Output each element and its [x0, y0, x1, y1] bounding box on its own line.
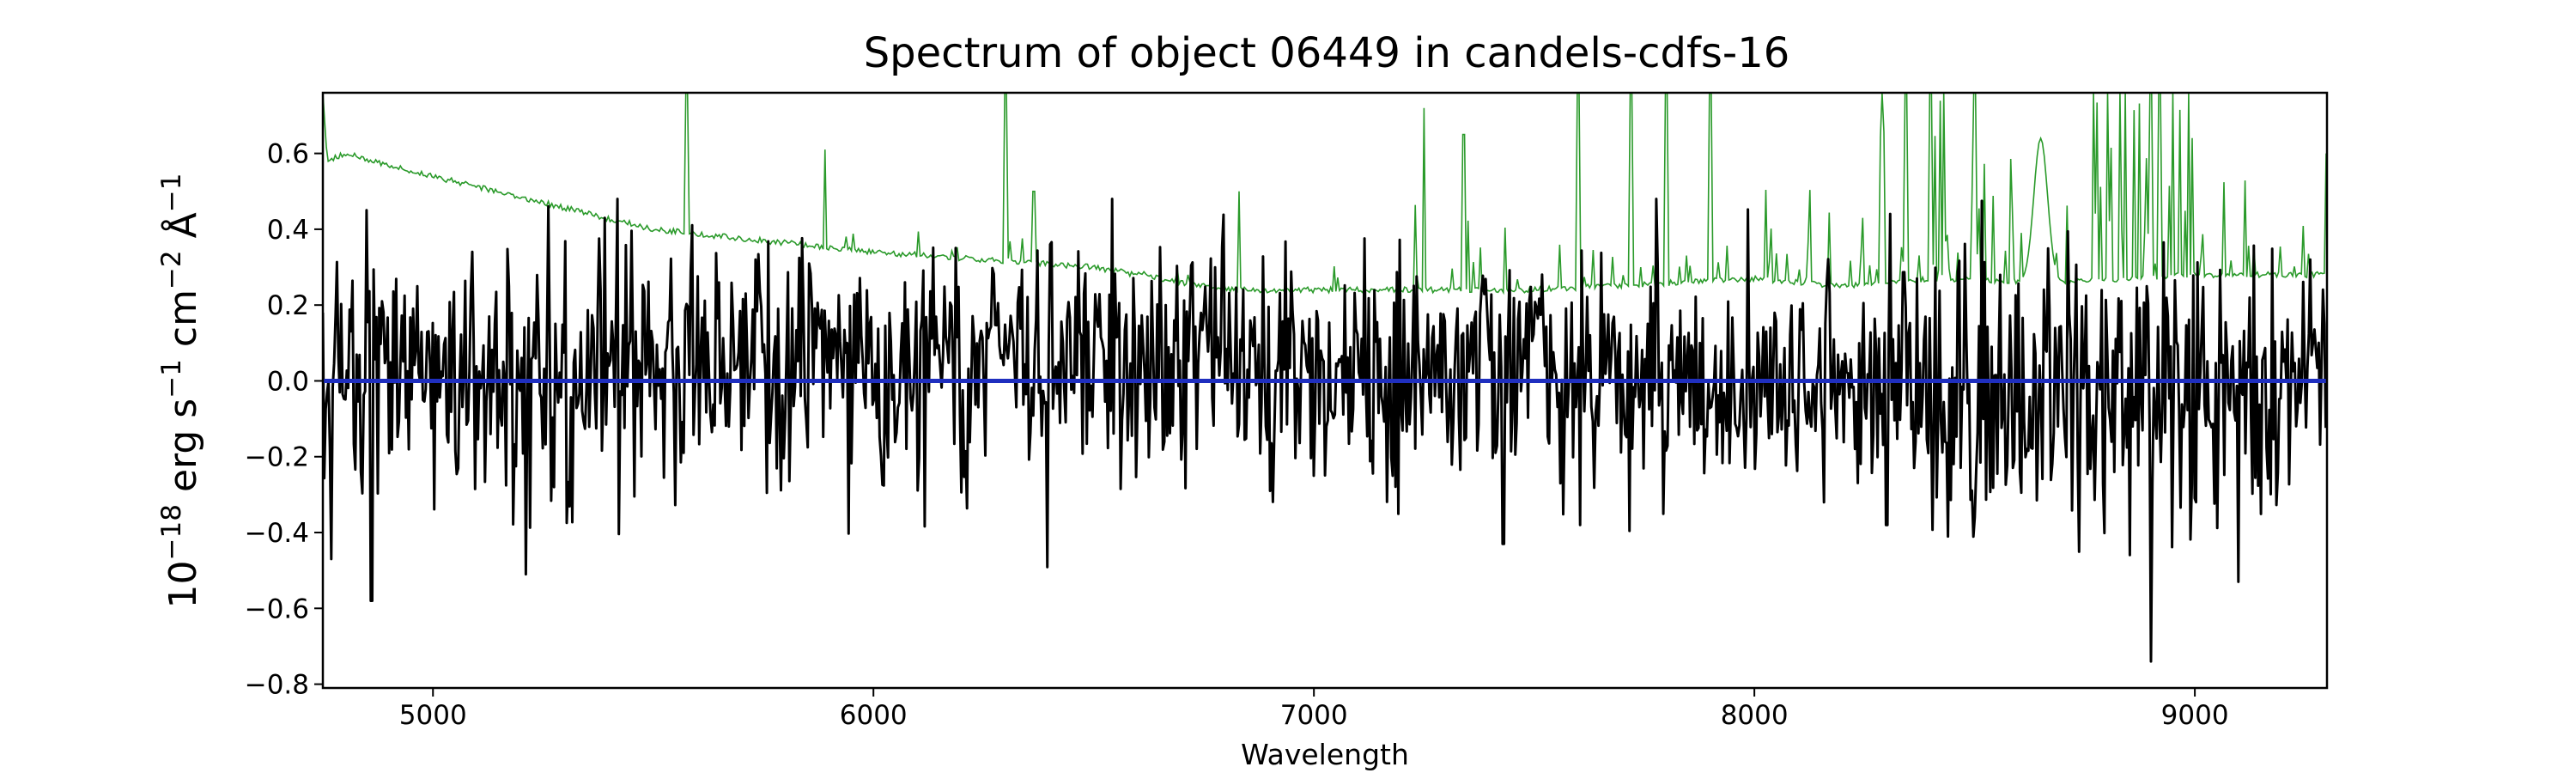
series-group: [323, 93, 2327, 663]
x-tick-label: 9000: [2161, 700, 2229, 731]
x-tick-label: 8000: [1721, 700, 1789, 731]
y-tick-label: 0.0: [267, 366, 309, 397]
y-label-exp3: −2: [156, 250, 187, 289]
y-label-exp1: −18: [156, 504, 187, 560]
x-tick-label: 7000: [1280, 700, 1348, 731]
y-tick-label: 0.2: [267, 290, 309, 321]
y-label-mid3: Å: [160, 212, 205, 250]
y-label-mid1: erg s: [161, 399, 205, 504]
y-tick-label: 0.6: [267, 139, 309, 170]
axis-ticks: 5000 6000 7000 8000 9000 0.6 0.4 0.2 0.0 −0.2 −0.4…: [245, 139, 2229, 731]
y-label-exp2: −1: [156, 359, 187, 399]
series-line-error: [323, 93, 2327, 295]
x-tick-label: 5000: [399, 700, 467, 731]
plot-area: [323, 93, 2327, 663]
y-tick-label: −0.4: [245, 518, 309, 549]
x-tick-label: 6000: [840, 700, 908, 731]
y-label-exp4: −1: [156, 173, 187, 213]
y-tick-label: −0.6: [245, 593, 309, 624]
series-line-flux: [323, 198, 2327, 663]
x-axis-label: Wavelength: [1241, 738, 1409, 771]
y-axis-label: 10−18 erg s−1 cm−2 Å−1: [156, 173, 205, 609]
plot-frame: [321, 91, 2329, 690]
y-label-base: 10: [161, 560, 205, 608]
y-tick-label: −0.8: [245, 670, 309, 701]
y-tick-label: −0.2: [245, 442, 309, 473]
y-tick-label: 0.4: [267, 215, 309, 246]
chart-title: Spectrum of object 06449 in candels-cdfs…: [864, 29, 1790, 77]
y-label-mid2: cm: [161, 289, 205, 359]
